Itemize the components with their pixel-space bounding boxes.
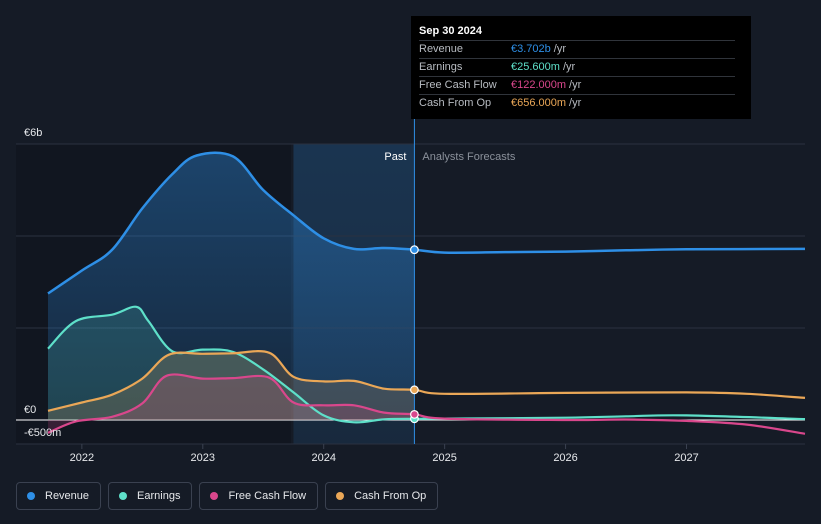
- forecast-region-label: Analysts Forecasts: [422, 151, 515, 163]
- chart-legend: Revenue Earnings Free Cash Flow Cash Fro…: [16, 482, 439, 510]
- past-region-label: Past: [384, 151, 406, 163]
- series-lines: [47, 151, 806, 435]
- tooltip-row-unit: /yr: [562, 61, 576, 73]
- legend-label: Revenue: [45, 490, 90, 502]
- legend-label: Cash From Op: [354, 490, 427, 502]
- legend-item-earnings[interactable]: Earnings: [108, 482, 193, 510]
- tooltip-row-unit: /yr: [569, 79, 582, 91]
- legend-label: Earnings: [137, 490, 181, 502]
- tooltip-row-name: Revenue: [419, 43, 464, 55]
- legend-dot-earnings: [119, 492, 128, 500]
- x-axis-ticks: 2022 2023 2024 2025 2026 2027: [70, 444, 699, 464]
- line-cash-from-op: [47, 350, 806, 412]
- tooltip-row-value: €656.000m: [511, 97, 567, 109]
- marker-cash-from-op: [410, 385, 419, 395]
- x-tick-label: 2024: [311, 452, 335, 464]
- legend-item-revenue[interactable]: Revenue: [16, 482, 102, 510]
- x-tick-label: 2026: [553, 452, 577, 464]
- tooltip-row-unit: /yr: [553, 43, 566, 55]
- marker-revenue: [410, 245, 419, 255]
- series-areas: [48, 152, 415, 433]
- line-free-cash-flow: [47, 373, 806, 435]
- tooltip-date: Sep 30 2024: [419, 25, 482, 37]
- legend-dot-free-cash-flow: [210, 492, 219, 500]
- legend-item-free-cash-flow[interactable]: Free Cash Flow: [199, 482, 319, 510]
- tooltip-row-earnings: Earnings €25.600m /yr: [419, 58, 735, 76]
- legend-dot-cash-from-op: [336, 492, 345, 500]
- area-free-cash-flow: [48, 374, 415, 433]
- legend-item-cash-from-op[interactable]: Cash From Op: [325, 482, 439, 510]
- hover-markers: [410, 245, 419, 424]
- tooltip-row-value: €25.600m: [511, 61, 560, 73]
- y-axis-bottom-label: -€500m: [24, 427, 61, 439]
- tooltip-row-revenue: Revenue €3.702b /yr: [419, 40, 735, 58]
- x-tick-label: 2027: [674, 452, 698, 464]
- legend-label: Free Cash Flow: [228, 490, 307, 502]
- tooltip-row-free-cash-flow: Free Cash Flow €122.000m /yr: [419, 76, 735, 94]
- area-earnings: [48, 306, 415, 423]
- tooltip-row-unit: /yr: [569, 97, 582, 109]
- tooltip-row-value: €122.000m: [511, 79, 567, 91]
- tooltip-row-cash-from-op: Cash From Op €656.000m /yr: [419, 94, 735, 112]
- area-cash-from-op: [48, 351, 415, 420]
- legend-dot-revenue: [27, 492, 35, 500]
- marker-free-cash-flow: [410, 409, 419, 419]
- tooltip-row-name: Free Cash Flow: [419, 79, 497, 91]
- line-revenue: [47, 151, 806, 295]
- x-tick-label: 2022: [70, 452, 94, 464]
- tooltip-row-value: €3.702b: [511, 43, 551, 55]
- y-axis-zero-label: €0: [24, 404, 36, 416]
- tooltip-row-name: Cash From Op: [419, 97, 492, 109]
- x-tick-label: 2025: [432, 452, 456, 464]
- hover-tooltip: Sep 30 2024 Revenue €3.702b /yr Earnings…: [411, 16, 751, 119]
- tooltip-row-name: Earnings: [419, 61, 463, 73]
- line-earnings: [47, 305, 806, 424]
- y-axis-top-label: €6b: [24, 127, 42, 139]
- area-revenue: [48, 152, 415, 421]
- x-tick-label: 2023: [191, 452, 215, 464]
